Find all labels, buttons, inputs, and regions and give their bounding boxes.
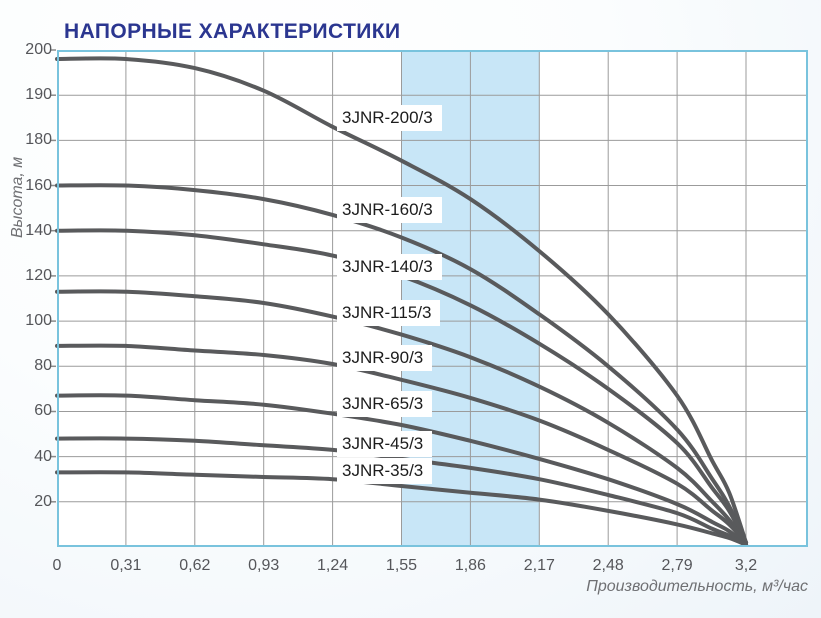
x-tick-label-0-62: 0,62: [179, 557, 211, 574]
x-tick-label-2-79: 2,79: [661, 557, 693, 574]
curve-label-3jnr-90-3: 3JNR-90/3: [337, 345, 433, 371]
y-tick-label-60: 60: [34, 402, 52, 420]
y-tick-label-140: 140: [25, 221, 52, 239]
pump-curve-3jnr-200-3: [55, 56, 748, 545]
curve-label-3jnr-35-3: 3JNR-35/3: [337, 458, 433, 484]
curve-label-3jnr-65-3: 3JNR-65/3: [337, 391, 433, 417]
pump-curve-3jnr-90-3: [55, 343, 748, 545]
pump-curve-3jnr-115-3: [55, 289, 748, 545]
x-tick-label-3-2: 3,2: [734, 557, 758, 574]
pump-curve-3jnr-65-3: [55, 393, 748, 547]
y-tick-label-190: 190: [25, 86, 52, 104]
x-tick-label-0: 0: [52, 557, 62, 574]
pump-curve-3jnr-45-3: [55, 436, 748, 547]
x-tick-label-0-31: 0,31: [110, 557, 142, 574]
x-axis-title: Производительность, м³/час: [586, 578, 808, 595]
y-tick-label-80: 80: [34, 357, 52, 375]
x-tick-label-1-86: 1,86: [454, 557, 486, 574]
x-tick-label-0-93: 0,93: [248, 557, 280, 574]
chart-plot-area: [50, 49, 808, 547]
y-tick-label-40: 40: [34, 447, 52, 465]
y-tick-label-20: 20: [34, 492, 52, 510]
y-tick-label-200: 200: [25, 41, 52, 58]
curve-label-3jnr-200-3: 3JNR-200/3: [337, 105, 442, 131]
y-axis-title: Высота, м: [9, 156, 26, 238]
x-tick-label-2-17: 2,17: [523, 557, 555, 574]
x-tick-label-1-24: 1,24: [317, 557, 349, 574]
curve-label-3jnr-160-3: 3JNR-160/3: [337, 197, 442, 223]
pump-curve-3jnr-35-3: [55, 470, 748, 547]
plot-border: [57, 50, 808, 547]
curve-label-3jnr-115-3: 3JNR-115/3: [337, 300, 441, 326]
x-tick-label-2-48: 2,48: [592, 557, 624, 574]
plot-svg: [50, 49, 808, 547]
y-tick-label-120: 120: [25, 266, 52, 284]
x-tick-label-1-55: 1,55: [385, 557, 418, 574]
pump-curve-3jnr-160-3: [55, 183, 748, 545]
y-tick-label-180: 180: [25, 131, 52, 149]
curve-label-3jnr-140-3: 3JNR-140/3: [337, 254, 442, 280]
curve-label-3jnr-45-3: 3JNR-45/3: [337, 431, 433, 457]
page-title: НАПОРНЫЕ ХАРАКТЕРИСТИКИ: [64, 20, 401, 44]
pump-curve-3jnr-140-3: [55, 228, 748, 545]
y-tick-label-100: 100: [25, 312, 52, 330]
y-tick-label-160: 160: [25, 176, 52, 194]
